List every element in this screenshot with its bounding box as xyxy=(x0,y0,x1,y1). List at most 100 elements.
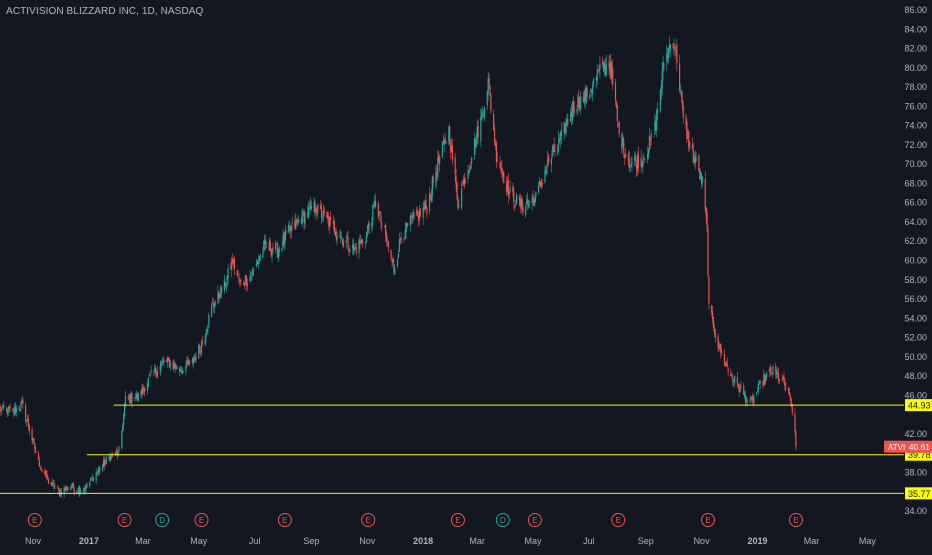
event-circle[interactable] xyxy=(700,513,715,527)
candle xyxy=(173,359,175,373)
candle-body xyxy=(204,336,206,346)
candle-body xyxy=(720,343,722,354)
dividend-marker[interactable]: D xyxy=(495,513,510,527)
candle xyxy=(349,245,351,254)
candle-body xyxy=(221,287,223,293)
candle-body xyxy=(102,460,105,468)
event-circle[interactable] xyxy=(155,513,170,527)
dividend-marker[interactable]: D xyxy=(155,513,170,527)
candle-body xyxy=(602,62,605,72)
event-circle[interactable] xyxy=(611,513,626,527)
event-circle[interactable] xyxy=(788,513,803,527)
candle xyxy=(487,71,489,102)
candle-body xyxy=(130,393,132,404)
candle xyxy=(21,397,23,405)
earnings-marker[interactable]: E xyxy=(700,513,715,527)
candle xyxy=(531,193,533,211)
candle xyxy=(367,221,369,234)
candle xyxy=(207,323,209,336)
candle-body xyxy=(38,459,40,467)
candle xyxy=(476,120,478,144)
candle xyxy=(489,83,491,96)
candle xyxy=(134,392,137,400)
candle xyxy=(776,369,778,379)
candle xyxy=(526,192,529,210)
earnings-marker[interactable]: E xyxy=(117,513,132,527)
candle xyxy=(553,137,555,153)
earnings-marker[interactable]: E xyxy=(277,513,292,527)
candle-body xyxy=(637,154,639,169)
candle-body xyxy=(467,170,469,179)
earnings-marker[interactable]: E xyxy=(27,513,42,527)
candle-body xyxy=(334,234,336,236)
candle-body xyxy=(223,279,225,291)
candle xyxy=(768,366,770,378)
candle xyxy=(92,476,95,482)
candle-body xyxy=(739,387,741,393)
candle-body xyxy=(104,461,106,466)
candle-body xyxy=(424,202,426,211)
candle xyxy=(227,263,229,286)
y-tick-label: 66.00 xyxy=(904,198,927,208)
candle-body xyxy=(483,107,486,118)
earnings-marker[interactable]: E xyxy=(450,513,465,527)
candle-body xyxy=(768,369,770,372)
candle xyxy=(308,200,310,219)
candle xyxy=(172,359,174,370)
event-circle[interactable] xyxy=(117,513,132,527)
candle-body xyxy=(150,370,152,372)
candle xyxy=(162,356,164,366)
candle xyxy=(784,378,786,392)
event-circle[interactable] xyxy=(527,513,542,527)
candle-body xyxy=(482,112,484,113)
candle-body xyxy=(20,402,22,408)
candle xyxy=(737,382,739,390)
candle-body xyxy=(673,46,675,49)
candle-body xyxy=(141,387,143,395)
candle xyxy=(346,231,348,240)
candle xyxy=(290,224,292,239)
candle xyxy=(262,246,264,259)
candle-body xyxy=(727,368,729,372)
candle-body xyxy=(97,470,99,473)
earnings-marker[interactable]: E xyxy=(611,513,626,527)
candle xyxy=(176,364,178,370)
candle xyxy=(718,340,720,352)
candle xyxy=(641,160,643,169)
candle xyxy=(352,238,355,256)
candle xyxy=(89,481,91,489)
candle-body xyxy=(627,153,629,161)
candle xyxy=(323,206,325,217)
earnings-marker[interactable]: E xyxy=(527,513,542,527)
candle-body xyxy=(487,78,489,94)
earnings-marker[interactable]: E xyxy=(788,513,803,527)
candle-body xyxy=(41,470,43,471)
event-circle[interactable] xyxy=(495,513,510,527)
candle-body xyxy=(777,373,780,382)
earnings-marker[interactable]: E xyxy=(194,513,209,527)
candle-body xyxy=(146,383,149,391)
candle-body xyxy=(505,182,508,192)
candle xyxy=(53,479,55,490)
candle xyxy=(405,221,407,240)
event-circle[interactable] xyxy=(361,513,376,527)
candle-body xyxy=(423,206,425,210)
event-circle[interactable] xyxy=(450,513,465,527)
earnings-marker[interactable]: E xyxy=(361,513,376,527)
candle-body xyxy=(355,246,357,253)
candle-body xyxy=(405,222,407,239)
event-circle[interactable] xyxy=(27,513,42,527)
candle-body xyxy=(512,187,514,193)
candle xyxy=(618,121,620,138)
y-tick-label: 84.00 xyxy=(904,24,927,34)
candle xyxy=(560,122,563,144)
candle-body xyxy=(644,159,646,161)
candle xyxy=(76,490,78,493)
event-circle[interactable] xyxy=(277,513,292,527)
event-circle[interactable] xyxy=(194,513,209,527)
candle-body xyxy=(461,187,463,208)
candle xyxy=(501,160,503,178)
candle xyxy=(738,384,740,398)
